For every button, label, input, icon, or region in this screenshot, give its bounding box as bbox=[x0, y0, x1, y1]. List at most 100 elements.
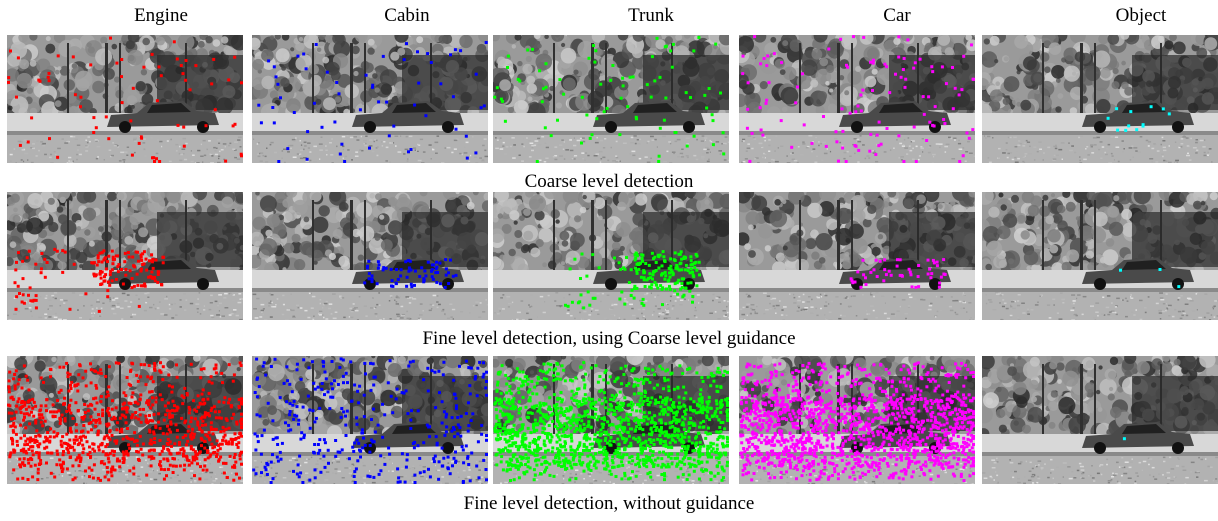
detection-point bbox=[21, 259, 25, 263]
detection-point bbox=[106, 470, 110, 474]
detection-point bbox=[567, 434, 571, 438]
detection-point bbox=[963, 440, 966, 444]
detection-point bbox=[677, 395, 681, 399]
detection-point bbox=[604, 430, 608, 434]
detection-point bbox=[153, 362, 157, 365]
detection-point bbox=[807, 465, 811, 469]
detection-point bbox=[690, 463, 694, 467]
detection-point bbox=[573, 257, 577, 261]
detection-point bbox=[183, 386, 187, 390]
detection-point bbox=[673, 259, 677, 262]
detection-point bbox=[158, 438, 162, 442]
detection-point bbox=[715, 402, 719, 406]
detection-point bbox=[815, 441, 819, 445]
detection-point bbox=[422, 280, 426, 284]
detection-point bbox=[609, 403, 613, 407]
detection-point bbox=[964, 363, 967, 367]
detection-point bbox=[787, 408, 791, 412]
detection-point bbox=[51, 403, 55, 407]
detection-point bbox=[119, 429, 123, 433]
detection-point bbox=[189, 447, 193, 451]
detection-point bbox=[433, 454, 437, 458]
detection-point bbox=[96, 256, 100, 260]
detection-point bbox=[878, 378, 882, 382]
detection-point bbox=[133, 440, 137, 443]
detection-point bbox=[179, 448, 183, 452]
detection-point bbox=[753, 410, 757, 414]
detection-point bbox=[109, 36, 112, 40]
detection-point bbox=[683, 417, 687, 421]
detection-point bbox=[872, 380, 876, 384]
detection-point bbox=[748, 419, 752, 423]
detection-point bbox=[789, 445, 793, 449]
detection-point bbox=[116, 270, 120, 274]
detection-point bbox=[27, 413, 31, 417]
detection-point bbox=[919, 443, 922, 447]
detection-point bbox=[181, 436, 185, 439]
detection-point bbox=[900, 407, 904, 411]
detection-point bbox=[643, 285, 647, 288]
detection-point bbox=[965, 441, 969, 445]
detection-point bbox=[684, 453, 688, 457]
detection-point bbox=[861, 88, 865, 92]
detection-point bbox=[645, 465, 649, 469]
detection-point bbox=[660, 400, 664, 404]
detection-point bbox=[717, 430, 721, 434]
detection-point bbox=[31, 299, 35, 303]
detection-point bbox=[895, 448, 899, 452]
detection-point bbox=[577, 413, 581, 417]
detection-point bbox=[139, 447, 143, 451]
detection-point bbox=[525, 375, 529, 379]
detection-point bbox=[454, 450, 457, 454]
detection-point bbox=[680, 438, 684, 441]
detection-point bbox=[885, 436, 889, 440]
detection-point bbox=[714, 410, 718, 414]
detection-point bbox=[107, 478, 111, 482]
detection-point bbox=[80, 416, 84, 419]
detection-point bbox=[445, 425, 449, 429]
detection-point bbox=[796, 426, 800, 430]
detection-point bbox=[120, 58, 124, 61]
detection-point bbox=[719, 453, 723, 457]
detection-point bbox=[929, 419, 933, 423]
detection-point bbox=[961, 451, 965, 455]
detection-point bbox=[95, 263, 99, 267]
detection-point bbox=[166, 443, 170, 446]
detection-point bbox=[161, 432, 165, 436]
detection-point bbox=[240, 402, 243, 406]
detection-point bbox=[830, 431, 834, 435]
detection-point bbox=[704, 436, 708, 440]
detection-point bbox=[902, 441, 906, 445]
detection-point bbox=[824, 425, 828, 429]
detection-point bbox=[174, 464, 178, 468]
detection-point bbox=[155, 157, 158, 161]
detection-point bbox=[49, 375, 52, 379]
detection-point bbox=[675, 263, 679, 267]
detection-point bbox=[22, 457, 26, 461]
detection-point bbox=[578, 452, 581, 456]
detection-point bbox=[800, 442, 804, 446]
detection-point bbox=[555, 403, 559, 407]
detection-point bbox=[32, 414, 36, 418]
detection-point bbox=[111, 255, 115, 259]
detection-point bbox=[556, 396, 560, 400]
detection-point bbox=[240, 462, 243, 466]
detection-point bbox=[637, 436, 641, 440]
detection-point bbox=[913, 394, 917, 398]
detection-point bbox=[166, 401, 170, 405]
detection-point bbox=[516, 467, 520, 471]
detection-point bbox=[676, 475, 680, 479]
detection-point bbox=[698, 450, 702, 454]
detection-point bbox=[901, 448, 905, 452]
detection-point bbox=[766, 455, 770, 459]
detection-point bbox=[129, 402, 133, 406]
detection-point bbox=[841, 451, 844, 455]
detection-point bbox=[586, 465, 590, 469]
detection-point bbox=[579, 365, 583, 369]
detection-point bbox=[677, 268, 681, 272]
detection-point bbox=[10, 437, 14, 441]
detection-point bbox=[775, 401, 779, 404]
scene-image-trunk-row1 bbox=[493, 35, 729, 163]
detection-point bbox=[327, 461, 330, 465]
detection-point bbox=[542, 439, 546, 443]
